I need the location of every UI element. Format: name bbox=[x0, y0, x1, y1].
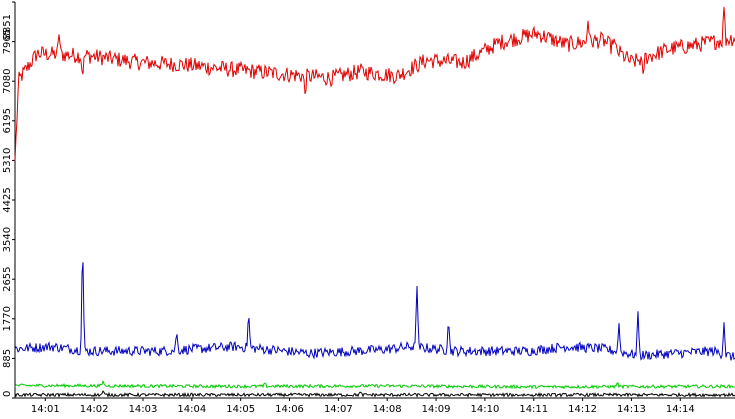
y-tick-label: 2655 bbox=[2, 266, 13, 291]
x-tick-label: 14:03 bbox=[129, 404, 158, 415]
y-tick-label: 8851 bbox=[2, 14, 13, 39]
y-tick-label: 1770 bbox=[2, 306, 13, 331]
x-tick-label: 14:06 bbox=[275, 404, 304, 415]
y-tick-label: 0 bbox=[2, 391, 13, 397]
y-tick-label: 7965 bbox=[2, 29, 13, 54]
x-tick-label: 14:02 bbox=[80, 404, 109, 415]
x-tick-label: 14:14 bbox=[666, 404, 695, 415]
y-tick-label: 3540 bbox=[2, 227, 13, 252]
x-tick-label: 14:04 bbox=[177, 404, 206, 415]
x-tick-label: 14:12 bbox=[568, 404, 597, 415]
y-tick-label: 5310 bbox=[2, 148, 13, 173]
y-tick-label: 4425 bbox=[2, 187, 13, 212]
series-line bbox=[14, 6, 735, 161]
x-tick-label: 14:10 bbox=[470, 404, 499, 415]
series-line bbox=[14, 379, 735, 390]
x-tick-label: 14:11 bbox=[519, 404, 548, 415]
series-layer bbox=[14, 6, 735, 398]
series-line bbox=[14, 390, 735, 398]
x-tick-label: 14:08 bbox=[373, 404, 402, 415]
x-tick-label: 14:01 bbox=[31, 404, 60, 415]
y-tick-label: 6195 bbox=[2, 108, 13, 133]
x-tick-label: 14:13 bbox=[617, 404, 646, 415]
series-line bbox=[14, 262, 735, 361]
x-tick-label: 14:07 bbox=[324, 404, 353, 415]
y-tick-label: 7080 bbox=[2, 68, 13, 93]
y-tick-label: 885 bbox=[2, 349, 13, 368]
x-tick-label: 14:09 bbox=[422, 404, 451, 415]
x-tick-label: 14:05 bbox=[226, 404, 255, 415]
